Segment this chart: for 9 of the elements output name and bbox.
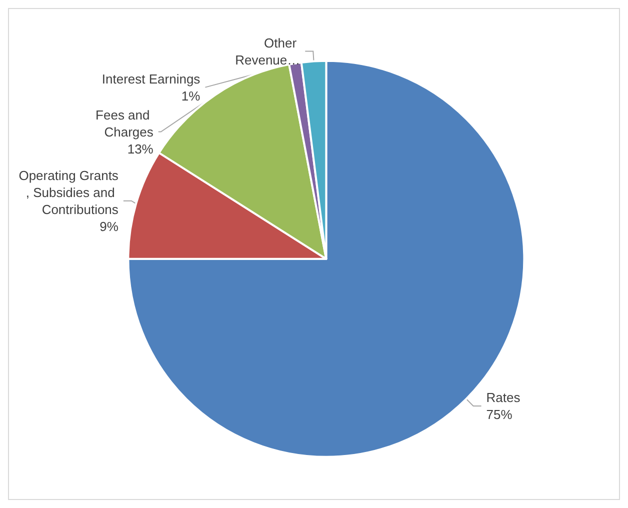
- data-label: 1%: [181, 88, 201, 104]
- slice-label: Rates: [486, 390, 521, 405]
- slice-label: Other Revenue…: [235, 35, 300, 68]
- data-label: 9%: [100, 218, 119, 234]
- slice-label: Operating Grants, Subsidies and Contributions: [18, 168, 119, 217]
- slice-label: Interest Earnings: [102, 71, 201, 86]
- data-label: 13%: [127, 141, 154, 156]
- data-label: 75%: [486, 406, 513, 422]
- slice-label: Fees and Charges: [96, 107, 154, 140]
